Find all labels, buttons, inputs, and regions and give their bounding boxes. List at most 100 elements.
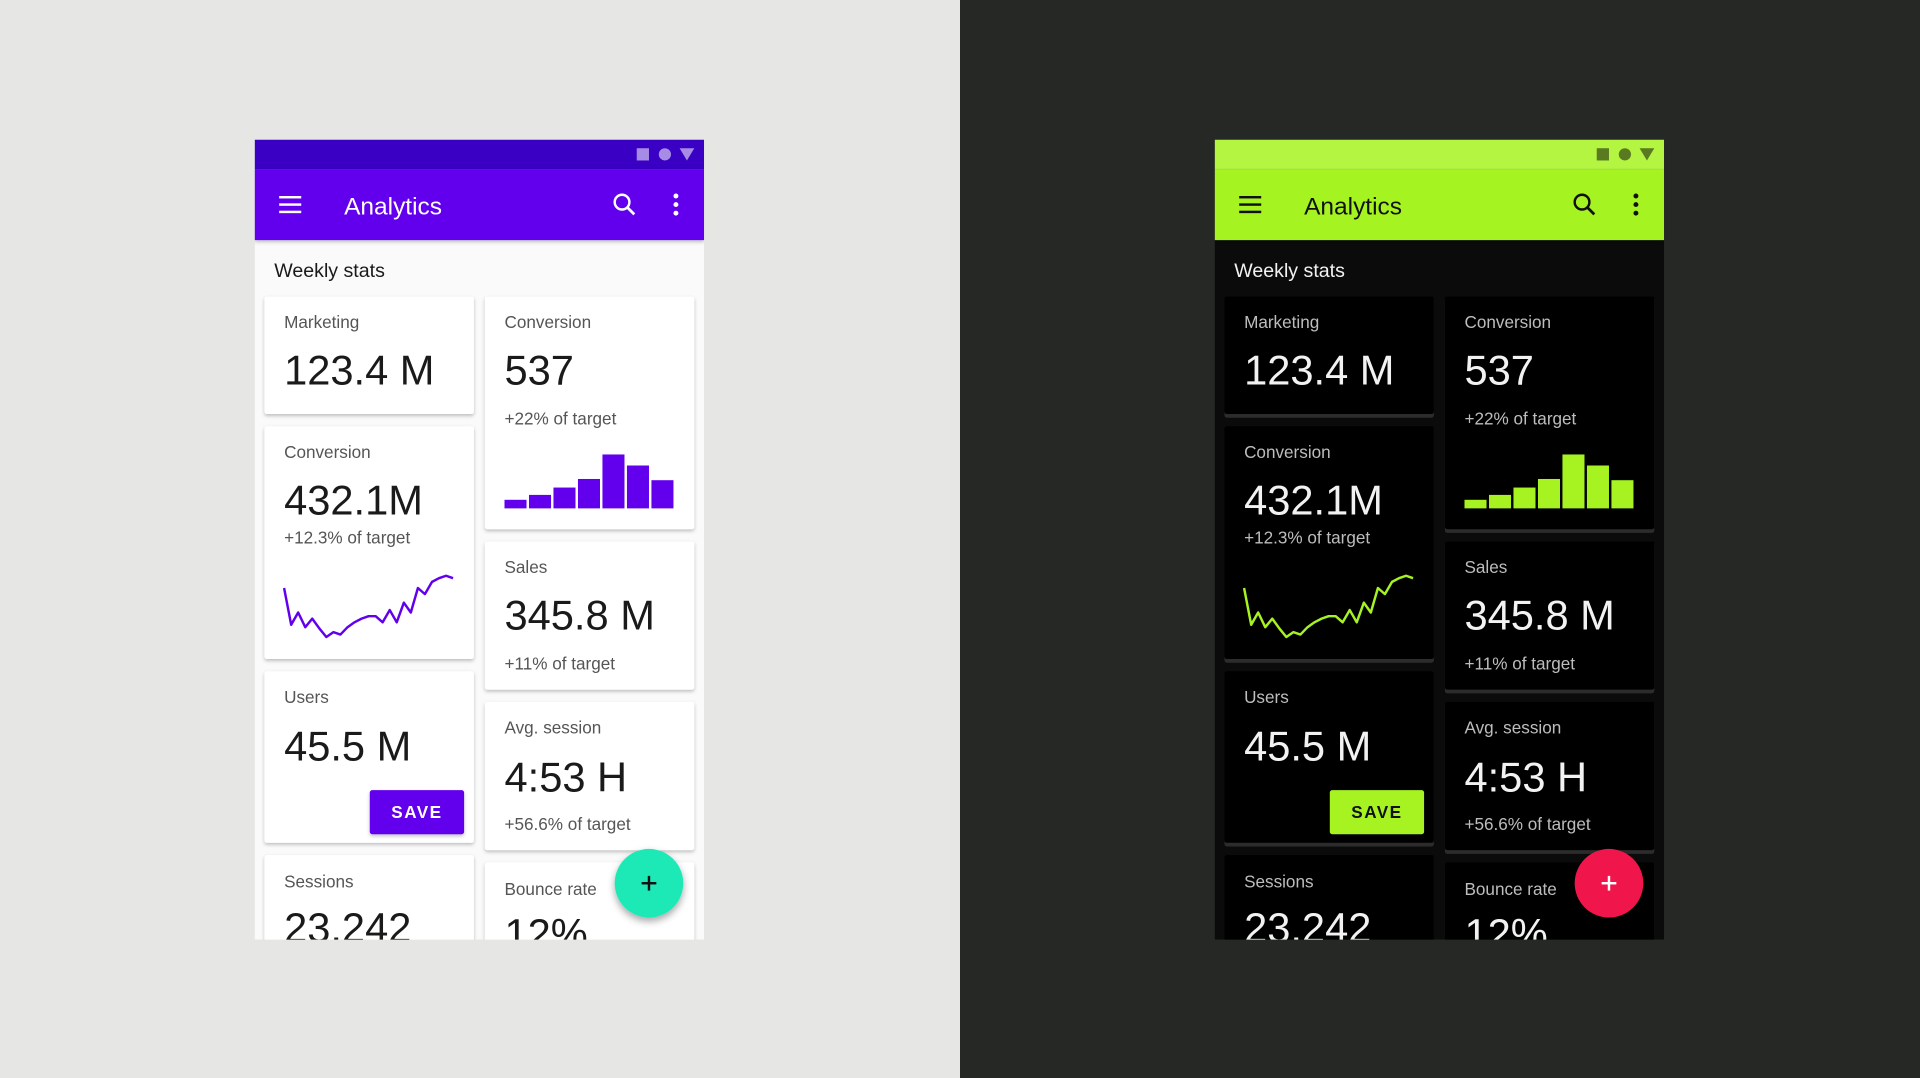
overflow-icon-dot — [673, 210, 679, 216]
search-icon[interactable] — [1573, 193, 1591, 211]
stat-card: Sessions 23,242 — [1224, 855, 1434, 951]
search-icon[interactable] — [613, 193, 631, 211]
overflow-icon-dot — [673, 202, 679, 208]
status-icon — [679, 148, 695, 161]
overflow-icon-dot — [1633, 193, 1639, 199]
card-value: 45.5 M — [1244, 723, 1371, 770]
card-value: 345.8 M — [504, 592, 654, 639]
card-value: 345.8 M — [1464, 592, 1614, 639]
save-button[interactable] — [1329, 790, 1425, 835]
bar — [1562, 454, 1585, 509]
overflow-icon-dot — [673, 193, 679, 199]
card-value: 45.5 M — [284, 723, 411, 770]
menu-icon-line — [1239, 203, 1262, 206]
fab-plus — [1607, 875, 1611, 891]
stat-card: Users 45.5 M SAVE — [264, 671, 474, 843]
stat-card: Marketing 123.4 M — [264, 296, 474, 415]
status-icon — [1639, 148, 1655, 161]
section-title: Weekly stats — [1234, 260, 1345, 282]
card-label: Bounce rate — [1464, 879, 1556, 899]
app-title: Analytics — [1304, 194, 1402, 221]
save-button-label[interactable]: SAVE — [391, 802, 442, 822]
search-icon-handle — [626, 206, 636, 216]
card-background — [264, 855, 474, 940]
card-label: Marketing — [1244, 312, 1319, 332]
card-background — [1224, 296, 1434, 415]
card-background — [264, 296, 474, 415]
card-background — [1444, 541, 1655, 690]
stat-card: Avg. session 4:53 H +56.6% of target — [484, 701, 695, 851]
card-value: 432.1M — [284, 476, 423, 523]
stat-card: Conversion 432.1M +12.3% of target — [264, 426, 474, 660]
card-value: 23,242 — [1244, 904, 1371, 951]
sparkline — [1242, 574, 1414, 639]
status-icon — [636, 148, 649, 161]
card-background — [484, 701, 695, 851]
app-bar — [254, 169, 705, 241]
status-icon — [1618, 148, 1632, 161]
menu-icon-line — [279, 196, 302, 199]
bar — [1488, 494, 1512, 509]
stat-card: Conversion 432.1M +12.3% of target — [1224, 426, 1434, 663]
card-label: Conversion — [1464, 312, 1551, 332]
card-value: 123.4 M — [284, 347, 434, 394]
card-label: Sales — [1464, 557, 1507, 577]
card-value: 12% — [1464, 910, 1547, 957]
stat-card: Conversion 537 +22% of target — [484, 296, 695, 530]
bar — [1537, 478, 1560, 509]
section-title: Weekly stats — [274, 260, 385, 282]
stat-card: Conversion 537 +22% of target — [1444, 296, 1655, 533]
menu-icon-line — [279, 210, 302, 214]
stat-card: Sales 345.8 M +11% of target — [484, 541, 695, 690]
card-value: 432.1M — [1244, 476, 1383, 523]
menu-icon-line — [1239, 210, 1262, 214]
card-label: Conversion — [1244, 442, 1331, 462]
card-label: Conversion — [504, 312, 591, 332]
bar — [577, 478, 600, 509]
menu-icon-line — [279, 203, 302, 206]
card-background — [264, 426, 474, 660]
overflow-icon-dot — [1633, 202, 1639, 208]
status-icon — [1596, 148, 1609, 161]
sparkline — [282, 574, 454, 639]
card-subtitle: +56.6% of target — [1464, 814, 1590, 834]
stat-card: Avg. session 4:53 H +56.6% of target — [1444, 701, 1655, 854]
stat-card: Sales 345.8 M +11% of target — [1444, 541, 1655, 694]
status-icon — [658, 148, 672, 161]
bar — [1513, 487, 1536, 509]
status-bar — [254, 139, 705, 170]
card-value: 23,242 — [284, 904, 411, 951]
bar — [602, 454, 625, 509]
stat-card: Sessions 23,242 — [264, 855, 474, 951]
card-subtitle: +12.3% of target — [284, 528, 410, 548]
card-subtitle: +12.3% of target — [1244, 528, 1370, 548]
phone-light: Analytics Weekly stats Marketing 123.4 M Con… — [254, 139, 705, 951]
bar — [1464, 499, 1487, 509]
save-button-label[interactable]: SAVE — [1351, 802, 1402, 822]
card-subtitle: +11% of target — [504, 654, 615, 674]
bar — [626, 465, 649, 509]
card-background — [1224, 855, 1434, 940]
stat-card: Users 45.5 M SAVE — [1224, 671, 1434, 847]
bar — [651, 480, 674, 509]
card-label: Avg. session — [1464, 717, 1561, 737]
card-label: Marketing — [284, 312, 359, 332]
card-label: Avg. session — [504, 717, 601, 737]
save-button[interactable] — [369, 790, 465, 835]
status-bar — [1214, 139, 1665, 170]
card-label: Sales — [504, 557, 547, 577]
card-label: Users — [284, 687, 329, 707]
app-bar — [1214, 169, 1665, 241]
overflow-icon-dot — [1633, 210, 1639, 216]
card-background — [484, 541, 695, 690]
bar — [1611, 480, 1634, 509]
card-subtitle: +11% of target — [1464, 654, 1575, 674]
card-value: 4:53 H — [1464, 753, 1587, 800]
card-label: Conversion — [284, 442, 371, 462]
bar — [553, 487, 576, 509]
card-value: 537 — [504, 347, 573, 394]
menu-icon-line — [1239, 196, 1262, 199]
card-label: Bounce rate — [504, 879, 596, 899]
